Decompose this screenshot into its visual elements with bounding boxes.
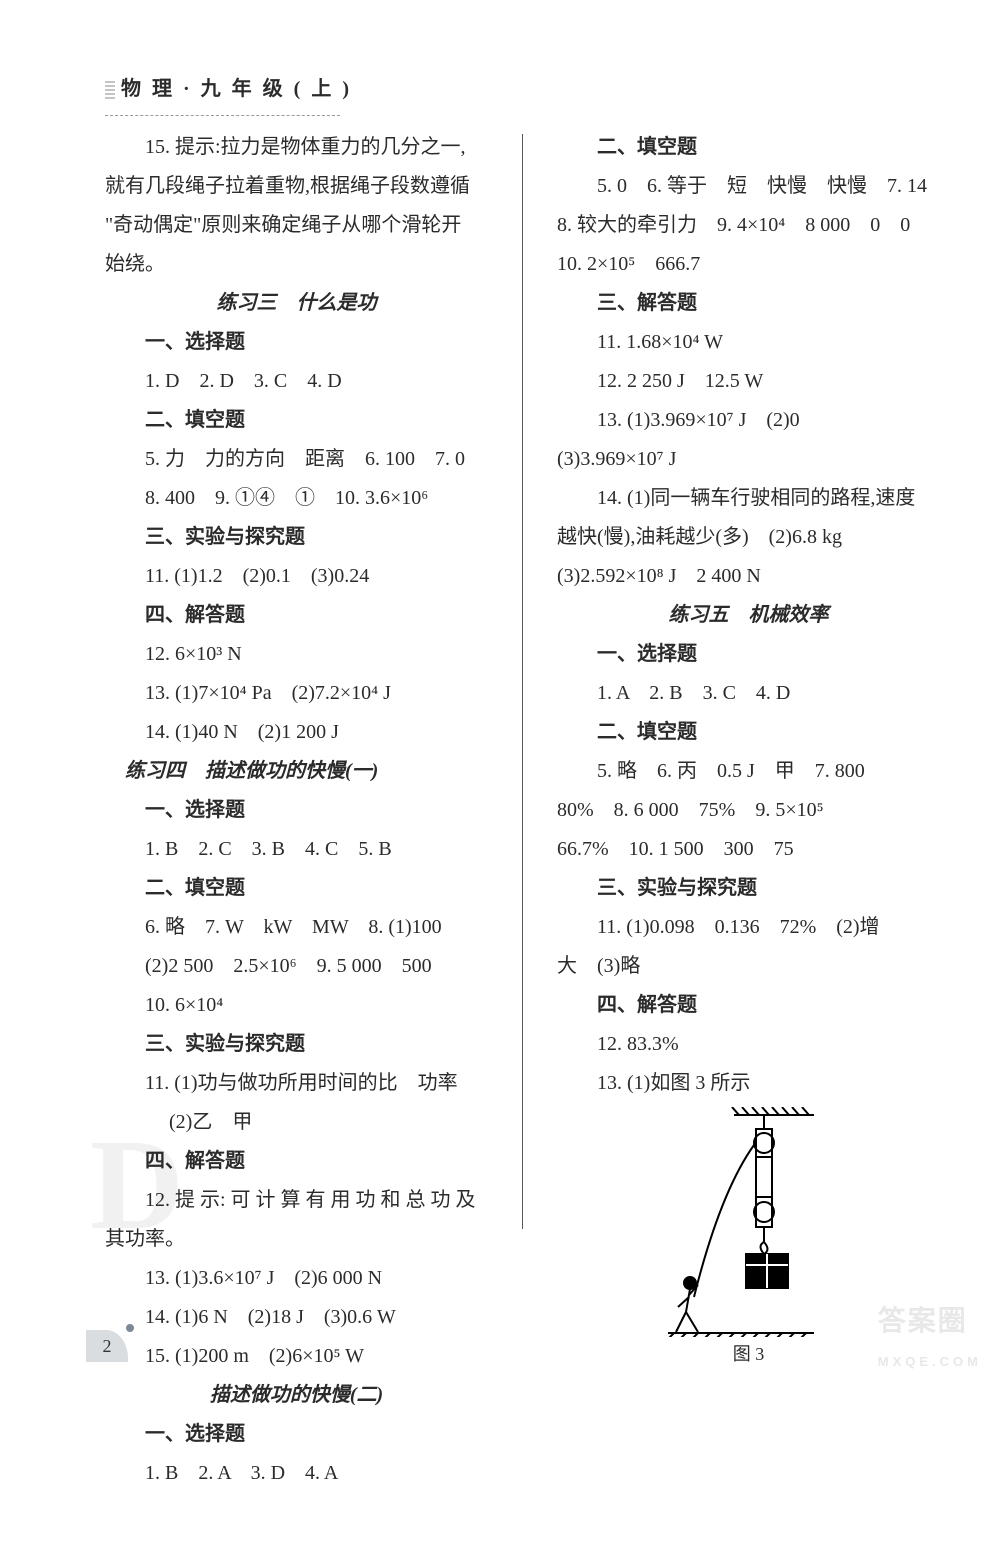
section-heading: 一、选择题 [105, 1415, 488, 1454]
text-line: 13. (1)3.969×10⁷ J (2)0 [557, 401, 940, 440]
header-dots-icon [105, 81, 115, 99]
text-line: 5. 略 6. 丙 0.5 J 甲 7. 800 [557, 752, 940, 791]
text-line: 12. 提 示: 可 计 算 有 用 功 和 总 功 及 [105, 1181, 488, 1220]
text-line: 6. 略 7. W kW MW 8. (1)100 [105, 908, 488, 947]
text-line: 12. 2 250 J 12.5 W [557, 362, 940, 401]
exercise-heading: 练习三 什么是功 [105, 284, 488, 323]
section-heading: 三、实验与探究题 [105, 1025, 488, 1064]
text-line: 11. (1)0.098 0.136 72% (2)增 [557, 908, 940, 947]
section-heading: 一、选择题 [105, 791, 488, 830]
text-line: 始绕。 [105, 245, 488, 284]
text-line: 1. D 2. D 3. C 4. D [105, 362, 488, 401]
text-line: 13. (1)如图 3 所示 [557, 1064, 940, 1103]
text-line: 8. 较大的牵引力 9. 4×10⁴ 8 000 0 0 [557, 206, 940, 245]
watermark-sub: MXQE.COM [878, 1349, 982, 1374]
section-heading: 一、选择题 [557, 635, 940, 674]
exercise-heading: 练习五 机械效率 [557, 596, 940, 635]
text-line: 1. B 2. C 3. B 4. C 5. B [105, 830, 488, 869]
text-line: 11. 1.68×10⁴ W [557, 323, 940, 362]
text-line: 1. B 2. A 3. D 4. A [105, 1454, 488, 1493]
text-line: 就有几段绳子拉着重物,根据绳子段数遵循 [105, 167, 488, 206]
text-line: (3)3.969×10⁷ J [557, 440, 940, 479]
text-line: 5. 0 6. 等于 短 快慢 快慢 7. 14 [557, 167, 940, 206]
section-heading: 二、填空题 [557, 713, 940, 752]
text-line: 其功率。 [105, 1220, 488, 1259]
text-line: "奇动偶定"原则来确定绳子从哪个滑轮开 [105, 206, 488, 245]
text-line: 12. 6×10³ N [105, 635, 488, 674]
section-heading: 四、解答题 [105, 1142, 488, 1181]
watermark: 答案圈 MXQE.COM [878, 1294, 982, 1374]
page-header: 物 理 · 九 年 级 ( 上 ) [105, 70, 940, 109]
section-heading: 三、实验与探究题 [557, 869, 940, 908]
header-underline [105, 115, 340, 116]
text-line: 5. 力 力的方向 距离 6. 100 7. 0 [105, 440, 488, 479]
text-line: (2)2 500 2.5×10⁶ 9. 5 000 500 [105, 947, 488, 986]
text-line: 12. 83.3% [557, 1025, 940, 1064]
left-column: 15. 提示:拉力是物体重力的几分之一, 就有几段绳子拉着重物,根据绳子段数遵循… [105, 128, 488, 1493]
text-line: 11. (1)功与做功所用时间的比 功率 [105, 1064, 488, 1103]
section-heading: 四、解答题 [105, 596, 488, 635]
text-line: 14. (1)同一辆车行驶相同的路程,速度 [557, 479, 940, 518]
section-heading: 二、填空题 [105, 401, 488, 440]
two-column-layout: 15. 提示:拉力是物体重力的几分之一, 就有几段绳子拉着重物,根据绳子段数遵循… [105, 128, 940, 1493]
text-line: 1. A 2. B 3. C 4. D [557, 674, 940, 713]
column-divider [522, 134, 523, 1229]
text-line: 66.7% 10. 1 500 300 75 [557, 830, 940, 869]
page-container: 物 理 · 九 年 级 ( 上 ) 15. 提示:拉力是物体重力的几分之一, 就… [0, 0, 1000, 1553]
text-line: 8. 400 9. ①④ ① 10. 3.6×10⁶ [105, 479, 488, 518]
text-line: (3)2.592×10⁸ J 2 400 N [557, 557, 940, 596]
text-line: 越快(慢),油耗越少(多) (2)6.8 kg [557, 518, 940, 557]
text-line: 14. (1)40 N (2)1 200 J [105, 713, 488, 752]
text-line: 10. 6×10⁴ [105, 986, 488, 1025]
exercise-heading: 描述做功的快慢(二) [105, 1376, 488, 1415]
text-line: 14. (1)6 N (2)18 J (3)0.6 W [105, 1298, 488, 1337]
header-title: 物 理 · 九 年 级 ( 上 ) [121, 70, 352, 109]
text-line: 80% 8. 6 000 75% 9. 5×10⁵ [557, 791, 940, 830]
section-heading: 四、解答题 [557, 986, 940, 1025]
section-heading: 三、解答题 [557, 284, 940, 323]
text-line: 15. (1)200 m (2)6×10⁵ W [105, 1337, 488, 1376]
text-line: 11. (1)1.2 (2)0.1 (3)0.24 [105, 557, 488, 596]
text-line: (2)乙 甲 [105, 1103, 488, 1142]
exercise-heading: 练习四 描述做功的快慢(一) [105, 752, 488, 791]
text-line: 大 (3)略 [557, 947, 940, 986]
text-line: 13. (1)3.6×10⁷ J (2)6 000 N [105, 1259, 488, 1298]
text-line: 13. (1)7×10⁴ Pa (2)7.2×10⁴ J [105, 674, 488, 713]
text-line: 15. 提示:拉力是物体重力的几分之一, [105, 128, 488, 167]
section-heading: 三、实验与探究题 [105, 518, 488, 557]
right-column: 二、填空题 5. 0 6. 等于 短 快慢 快慢 7. 14 8. 较大的牵引力… [557, 128, 940, 1493]
section-heading: 二、填空题 [105, 869, 488, 908]
section-heading: 二、填空题 [557, 128, 940, 167]
section-heading: 一、选择题 [105, 323, 488, 362]
text-line: 10. 2×10⁵ 666.7 [557, 245, 940, 284]
watermark-main: 答案圈 [878, 1305, 968, 1336]
